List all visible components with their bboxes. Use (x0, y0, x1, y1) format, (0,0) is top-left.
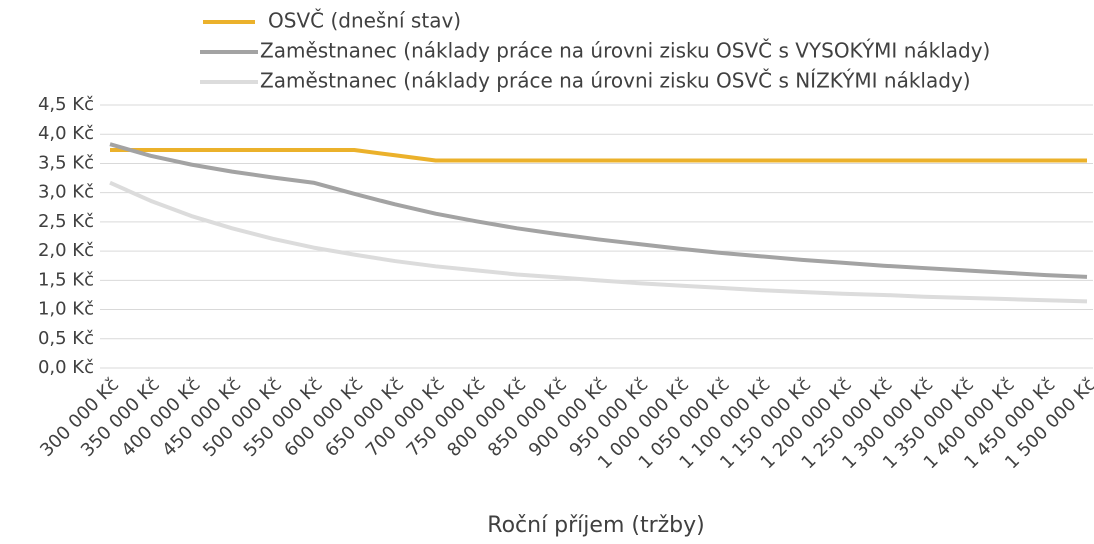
legend-label: Zaměstnanec (náklady práce na úrovni zis… (260, 39, 990, 63)
y-tick-label: 0,0 Kč (38, 357, 94, 378)
y-tick-label: 0,5 Kč (38, 328, 94, 349)
legend-label: Zaměstnanec (náklady práce na úrovni zis… (260, 69, 971, 93)
x-axis-title: Roční příjem (tržby) (487, 513, 704, 538)
y-tick-label: 1,0 Kč (38, 299, 94, 320)
y-tick-label: 3,0 Kč (38, 182, 94, 203)
y-tick-label: 2,5 Kč (38, 211, 94, 232)
series-line (110, 148, 1087, 163)
y-tick-label: 4,5 Kč (38, 94, 94, 115)
y-tick-label: 1,5 Kč (38, 269, 94, 290)
series-line (109, 180, 1088, 304)
legend-label: OSVČ (dnešní stav) (268, 9, 461, 33)
y-tick-label: 3,5 Kč (38, 152, 94, 173)
series-line (109, 142, 1088, 279)
y-tick-label: 4,0 Kč (38, 123, 94, 144)
y-tick-label: 2,0 Kč (38, 240, 94, 261)
